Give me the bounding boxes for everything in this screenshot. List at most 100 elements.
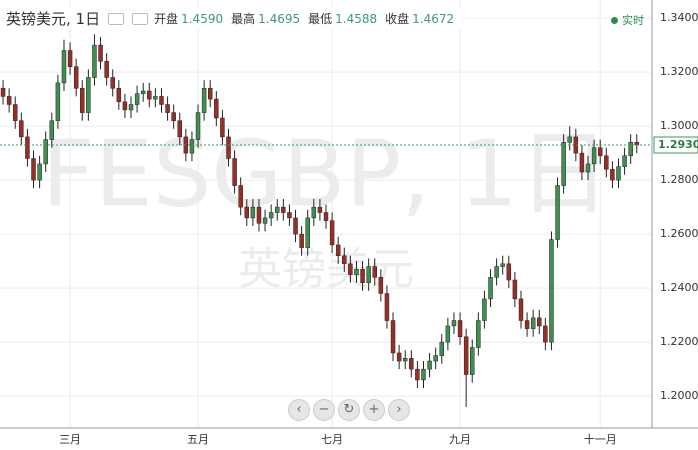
candle-body (201, 88, 207, 113)
candle-body (482, 298, 487, 321)
candle-body (49, 120, 55, 140)
candle-body (220, 117, 225, 138)
candle-body (244, 206, 250, 219)
zoom-in[interactable]: + (363, 399, 385, 421)
candle-body (37, 163, 42, 181)
zoom-out[interactable]: − (313, 399, 335, 421)
candle-body (396, 352, 402, 362)
candle-body (207, 88, 213, 100)
eye-icon[interactable] (108, 12, 125, 25)
candle-body (299, 233, 304, 248)
settings-icon[interactable] (132, 12, 149, 25)
candle-body (543, 325, 548, 343)
stat-label: 开盘 (154, 12, 179, 26)
y-tick-label: 1.2400 (660, 281, 698, 294)
candle-body (6, 96, 12, 105)
candle-body (421, 368, 426, 381)
candle-body (457, 320, 463, 337)
candle-body (628, 142, 633, 157)
candle-body (445, 325, 451, 343)
candle-body (153, 96, 158, 100)
y-tick-label: 1.3200 (660, 65, 698, 78)
navigation: ‹ − ↻ + › (288, 399, 410, 421)
candle-body (171, 112, 176, 121)
stat-value: 1.4588 (335, 12, 378, 26)
candle-body (104, 61, 109, 78)
candle-body (238, 185, 243, 208)
x-tick-label: 十一月 (584, 432, 617, 446)
candle-body (366, 266, 371, 283)
candle-body (512, 279, 518, 300)
candle-body (390, 320, 396, 354)
candle-body (232, 158, 237, 186)
y-tick-label: 1.2200 (660, 335, 698, 348)
y-tick-label: 1.3400 (660, 11, 698, 24)
candle-body (311, 206, 317, 219)
candle-body (19, 120, 24, 138)
candle-body (92, 44, 97, 78)
candle-body (281, 206, 286, 213)
candle-body (275, 206, 280, 213)
x-tick-label: 九月 (449, 433, 471, 446)
candle-body (597, 147, 603, 157)
candle-body (86, 77, 91, 113)
candle-body (61, 50, 67, 84)
candle-body (165, 104, 170, 113)
candle-body (585, 163, 591, 173)
last-price-label: 1.2930 (658, 138, 698, 151)
candle-body (451, 320, 457, 327)
candle-body (262, 217, 268, 224)
scroll-left[interactable]: ‹ (288, 399, 310, 421)
reset[interactable]: ↻ (338, 399, 360, 421)
candle-body (256, 206, 262, 224)
candle-body (116, 88, 122, 103)
stat-value: 1.4672 (412, 12, 455, 26)
candle-body (372, 266, 377, 278)
x-tick-label: 五月 (187, 433, 209, 446)
stat-value: 1.4590 (181, 12, 224, 26)
candle-body (226, 136, 231, 159)
candle-body (494, 266, 499, 278)
scroll-right[interactable]: › (388, 399, 410, 421)
candle-body (287, 212, 292, 219)
candle-body (561, 142, 566, 186)
candle-body (323, 212, 329, 221)
candle-body (147, 90, 152, 100)
candle-body (604, 155, 609, 170)
y-tick-label: 1.2800 (660, 173, 698, 186)
x-tick-label: 三月 (59, 433, 81, 446)
candle-body (591, 147, 597, 165)
candle-body (329, 220, 335, 246)
candle-body (555, 185, 560, 240)
candle-body (433, 355, 438, 362)
candle-body (354, 268, 359, 275)
candle-body (293, 217, 298, 235)
candle-body (98, 44, 103, 62)
x-tick-label: 七月 (321, 433, 343, 446)
candle-body (427, 360, 432, 370)
candle-body (43, 139, 48, 165)
candle-body (537, 317, 542, 327)
candle-body (305, 217, 310, 248)
candle-body (549, 239, 554, 343)
candle-body (110, 77, 115, 89)
candle-body (25, 136, 30, 159)
candle-body (342, 255, 347, 265)
candle-body (567, 136, 572, 143)
last-price-box (653, 136, 698, 154)
candle-body (214, 98, 219, 119)
candle-body (268, 212, 274, 219)
candle-body (317, 206, 323, 213)
candle-body (524, 320, 530, 329)
candle-body (409, 358, 414, 370)
realtime[interactable]: 实时 (611, 12, 644, 28)
candle-body (530, 317, 536, 329)
candle-body (439, 341, 445, 356)
candle-body (476, 320, 481, 348)
candle-body (177, 120, 182, 138)
candle-body (622, 155, 627, 167)
candle-body (335, 244, 341, 256)
stat-value: 1.4695 (258, 12, 301, 26)
header: 英镑美元, 1日 开盘 1.4590 最高 1.4695 最低 1.4588 收盘 1.467… (6, 8, 463, 29)
